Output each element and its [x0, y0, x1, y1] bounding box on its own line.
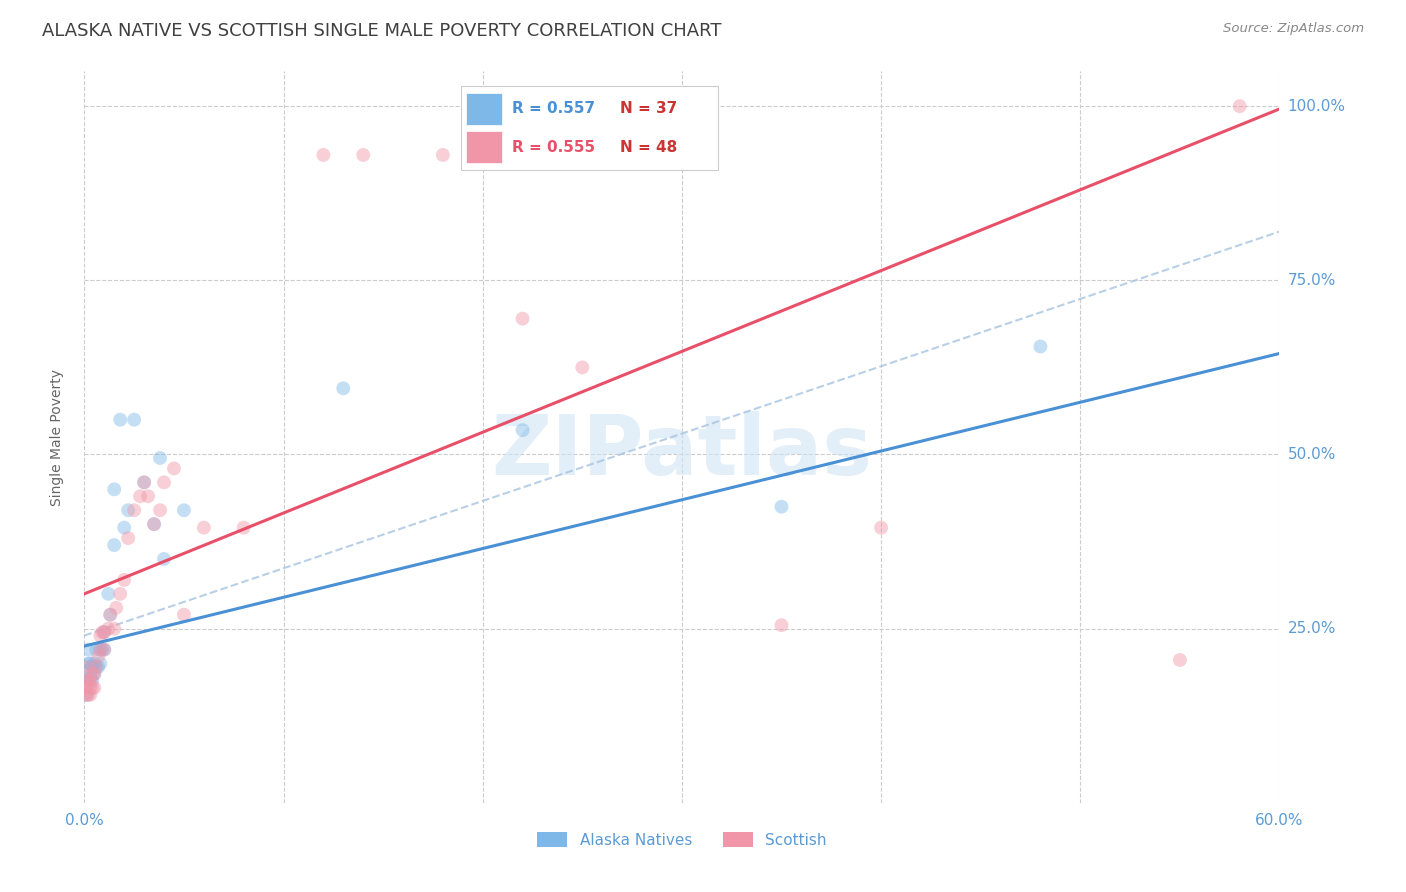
Point [82, 673, 104, 688]
Point [86, 660, 108, 674]
Point [122, 503, 145, 517]
Point [571, 360, 593, 375]
Point [83, 657, 105, 671]
Point [129, 489, 152, 503]
Point [103, 538, 125, 552]
Point [79, 681, 101, 695]
Point [471, 148, 494, 162]
Point [110, 587, 132, 601]
Point [77, 660, 100, 674]
Point [122, 412, 145, 426]
Point [91, 625, 114, 640]
Point [103, 622, 125, 636]
Point [870, 521, 893, 535]
Text: ALASKA NATIVE VS SCOTTISH SINGLE MALE POVERTY CORRELATION CHART: ALASKA NATIVE VS SCOTTISH SINGLE MALE PO… [42, 22, 721, 40]
Point [112, 573, 135, 587]
Point [93, 625, 115, 640]
Point [1168, 653, 1191, 667]
Point [105, 600, 128, 615]
Text: ZIPatlas: ZIPatlas [492, 411, 872, 492]
Point [103, 483, 125, 497]
Point [312, 148, 335, 162]
Point [117, 503, 139, 517]
Legend: Alaska Natives, Scottish: Alaska Natives, Scottish [531, 825, 832, 854]
Point [75, 673, 97, 688]
Point [163, 461, 186, 475]
Point [332, 381, 354, 395]
Point [132, 475, 156, 490]
Point [143, 517, 166, 532]
Point [149, 503, 172, 517]
Y-axis label: Single Male Poverty: Single Male Poverty [49, 368, 63, 506]
Text: 50.0%: 50.0% [1288, 447, 1336, 462]
Point [1029, 339, 1052, 353]
Point [97, 622, 120, 636]
Point [173, 503, 195, 517]
Point [79, 673, 101, 688]
Point [1229, 99, 1251, 113]
Point [432, 148, 454, 162]
Point [98, 607, 121, 622]
Point [77, 670, 100, 684]
Point [93, 625, 115, 640]
Point [117, 531, 139, 545]
Point [153, 475, 176, 490]
Point [75, 673, 97, 688]
Point [93, 642, 115, 657]
Point [79, 660, 101, 674]
Point [149, 450, 172, 465]
Point [77, 673, 100, 688]
Point [89, 629, 111, 643]
Point [232, 521, 254, 535]
Point [83, 667, 105, 681]
Point [512, 423, 534, 437]
Point [153, 552, 176, 566]
Point [143, 517, 166, 532]
Point [89, 657, 111, 671]
Point [86, 642, 108, 657]
Point [193, 521, 215, 535]
Point [83, 681, 105, 695]
Point [83, 667, 105, 681]
Text: 100.0%: 100.0% [1288, 99, 1346, 113]
Point [352, 148, 374, 162]
Point [82, 667, 104, 681]
Point [89, 642, 111, 657]
Point [79, 657, 101, 671]
Point [110, 412, 132, 426]
Point [112, 521, 135, 535]
Point [132, 475, 156, 490]
Point [87, 660, 110, 674]
Point [93, 642, 115, 657]
Point [77, 642, 100, 657]
Point [89, 642, 111, 657]
Point [82, 681, 104, 695]
Point [136, 489, 159, 503]
Point [86, 660, 108, 674]
Point [77, 688, 100, 702]
Point [91, 642, 114, 657]
Point [97, 587, 120, 601]
Point [173, 607, 195, 622]
Text: 25.0%: 25.0% [1288, 621, 1336, 636]
Point [75, 688, 97, 702]
Point [75, 688, 97, 702]
Point [87, 649, 110, 664]
Point [98, 607, 121, 622]
Point [79, 670, 101, 684]
Point [512, 311, 534, 326]
Text: 75.0%: 75.0% [1288, 273, 1336, 288]
Point [770, 618, 793, 632]
Point [75, 681, 97, 695]
Text: Source: ZipAtlas.com: Source: ZipAtlas.com [1223, 22, 1364, 36]
Point [770, 500, 793, 514]
Point [79, 688, 101, 702]
Point [77, 657, 100, 671]
Point [82, 660, 104, 674]
